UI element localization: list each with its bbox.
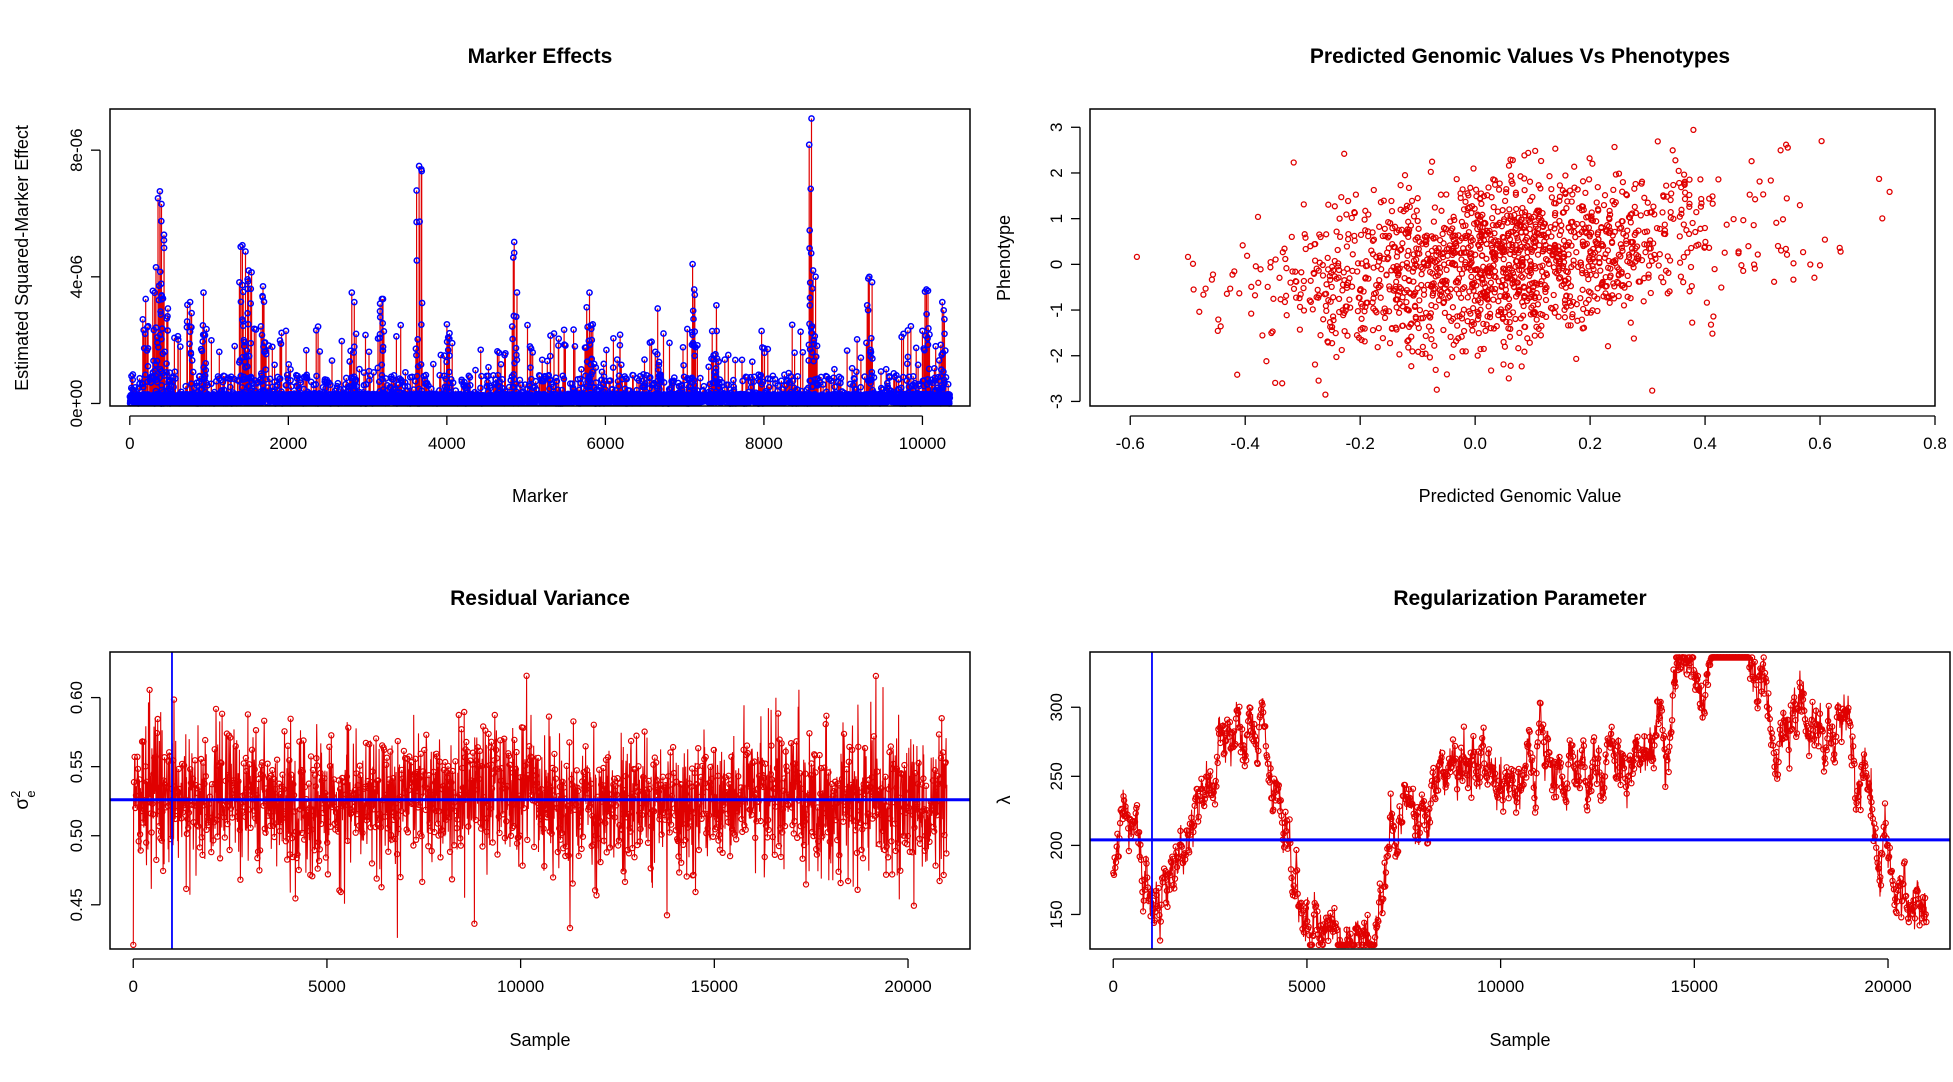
marker-effects-y-axis: 0e+00 4e-06 8e-06 [67, 128, 101, 428]
marker-effects-ylabel: Estimated Squared-Marker Effect [12, 125, 32, 391]
predicted-vs-phenotype-x-tick-label: 0.4 [1693, 434, 1717, 453]
predicted-vs-phenotype-title: Predicted Genomic Values Vs Phenotypes [1310, 45, 1730, 68]
regularization-parameter-frame [1089, 651, 1951, 950]
regularization-parameter-y-tick-label: 250 [1047, 762, 1066, 790]
marker-effects-xlabel: Marker [512, 486, 568, 506]
regularization-parameter-x-tick-label: 0 [1109, 977, 1118, 996]
regularization-parameter-x-tick-label: 15000 [1671, 977, 1718, 996]
regularization-parameter-panel: Regularization Parameter 0 5000 10000 15000… [994, 587, 1951, 1050]
regularization-parameter-y-tick-label: 200 [1047, 831, 1066, 859]
phenotype-points [1133, 126, 1893, 398]
residual-variance-panel: Residual Variance 0 5000 10000 15000 20000 0… [8, 587, 971, 1050]
predicted-vs-phenotype-x-tick-label: 0.0 [1463, 434, 1487, 453]
regularization-parameter-plot-area [1090, 652, 1950, 949]
residual-variance-x-tick-label: 20000 [884, 977, 931, 996]
regularization-parameter-xlabel: Sample [1489, 1030, 1550, 1050]
residual-variance-y-tick-label: 0.55 [67, 750, 86, 783]
predicted-vs-phenotype-y-tick-label: 2 [1047, 168, 1066, 177]
residual-variance-x-tick-label: 5000 [308, 977, 346, 996]
regularization-parameter-title: Regularization Parameter [1393, 587, 1646, 610]
residual-variance-y-tick-label: 0.45 [67, 888, 86, 921]
regularization-parameter-x-axis: 0 5000 10000 15000 20000 [1109, 958, 1912, 996]
regularization-parameter-x-tick-label: 5000 [1288, 977, 1326, 996]
marker-effects-x-tick-label: 8000 [745, 434, 783, 453]
residual-variance-y-tick-label: 0.50 [67, 819, 86, 852]
regularization-parameter-ylabel: λ [994, 796, 1014, 805]
regularization-parameter-y-tick-label: 300 [1047, 693, 1066, 721]
predicted-vs-phenotype-x-tick-label: 0.6 [1808, 434, 1832, 453]
predicted-vs-phenotype-xlabel: Predicted Genomic Value [1419, 486, 1622, 506]
predicted-vs-phenotype-panel: Predicted Genomic Values Vs Phenotypes -… [994, 45, 1947, 506]
predicted-vs-phenotype-x-axis: -0.6 -0.4 -0.2 0.0 0.2 0.4 0.6 0.8 [1116, 415, 1947, 453]
residual-variance-xlabel: Sample [509, 1030, 570, 1050]
predicted-vs-phenotype-y-tick-label: -3 [1047, 394, 1066, 409]
residual-variance-trace-points [130, 672, 950, 949]
predicted-vs-phenotype-y-tick-label: 3 [1047, 123, 1066, 132]
marker-effect-points [126, 115, 954, 407]
residual-variance-x-tick-label: 10000 [497, 977, 544, 996]
residual-variance-y-tick-label: 0.60 [67, 681, 86, 714]
regularization-parameter-trace-points [1110, 654, 1930, 949]
svg-text:σ2e: σ2e [8, 790, 38, 809]
marker-effects-y-tick-label: 8e-06 [67, 128, 86, 171]
marker-effects-y-tick-label: 4e-06 [67, 255, 86, 298]
regularization-parameter-x-tick-label: 10000 [1477, 977, 1524, 996]
marker-effects-x-tick-label: 10000 [899, 434, 946, 453]
predicted-vs-phenotype-x-tick-label: 0.2 [1578, 434, 1602, 453]
residual-variance-frame [109, 651, 971, 950]
predicted-vs-phenotype-y-tick-label: 0 [1047, 260, 1066, 269]
predicted-vs-phenotype-y-tick-label: -2 [1047, 348, 1066, 363]
predicted-vs-phenotype-y-tick-label: -1 [1047, 302, 1066, 317]
marker-effects-x-tick-label: 2000 [269, 434, 307, 453]
regularization-parameter-trace-line [1112, 656, 1928, 947]
marker-effects-title: Marker Effects [468, 45, 613, 68]
predicted-vs-phenotype-frame [1089, 108, 1936, 407]
regularization-parameter-y-tick-label: 150 [1047, 900, 1066, 928]
predicted-vs-phenotype-plot-area [1133, 126, 1893, 398]
residual-variance-title: Residual Variance [450, 587, 630, 610]
predicted-vs-phenotype-y-axis: -3 -2 -1 0 1 2 3 [1047, 123, 1081, 409]
predicted-vs-phenotype-x-tick-label: -0.2 [1346, 434, 1375, 453]
marker-effects-y-tick-label: 0e+00 [67, 380, 86, 428]
residual-variance-x-tick-label: 15000 [691, 977, 738, 996]
marker-effects-x-axis: 0 2000 4000 6000 8000 10000 [125, 415, 946, 453]
marker-effects-plot-area [126, 115, 954, 407]
marker-effects-panel: Marker Effects 0 2000 4000 6000 8000 10000 0e… [12, 45, 971, 506]
residual-variance-plot-area [110, 652, 970, 949]
marker-effects-x-tick-label: 4000 [428, 434, 466, 453]
predicted-vs-phenotype-x-tick-label: 0.8 [1923, 434, 1947, 453]
marker-effects-frame [109, 108, 971, 407]
marker-effects-x-tick-label: 6000 [586, 434, 624, 453]
predicted-vs-phenotype-x-tick-label: -0.4 [1231, 434, 1260, 453]
residual-variance-y-axis: 0.45 0.50 0.55 0.60 [67, 681, 101, 921]
regularization-parameter-y-axis: 150 200 250 300 [1047, 693, 1081, 929]
residual-variance-x-axis: 0 5000 10000 15000 20000 [129, 958, 932, 996]
residual-variance-x-tick-label: 0 [129, 977, 138, 996]
marker-effects-x-tick-label: 0 [125, 434, 134, 453]
predicted-vs-phenotype-y-tick-label: 1 [1047, 214, 1066, 223]
residual-variance-ylabel: σ2e [8, 790, 38, 809]
predicted-vs-phenotype-ylabel: Phenotype [994, 215, 1014, 301]
regularization-parameter-x-tick-label: 20000 [1864, 977, 1911, 996]
predicted-vs-phenotype-x-tick-label: -0.6 [1116, 434, 1145, 453]
